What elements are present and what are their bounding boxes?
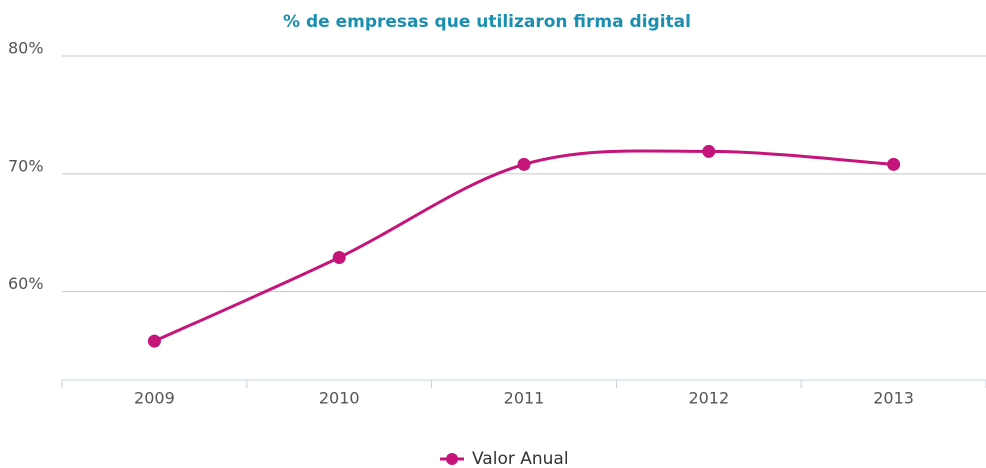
y-tick-label: 80%: [8, 39, 44, 58]
legend-label: Valor Anual: [472, 449, 569, 468]
data-point: [147, 334, 161, 348]
data-point: [517, 157, 531, 171]
series-line: [153, 149, 894, 343]
y-tick-label: 60%: [8, 274, 44, 293]
legend-marker: [446, 453, 458, 465]
x-tick-label: 2011: [504, 389, 545, 408]
data-point: [702, 144, 716, 158]
x-tick-label: 2013: [873, 389, 914, 408]
data-point: [887, 157, 901, 171]
chart-title: % de empresas que utilizaron firma digit…: [283, 12, 691, 32]
x-tick-label: 2009: [134, 389, 175, 408]
y-tick-label: 70%: [8, 156, 44, 175]
x-tick-label: 2012: [688, 389, 729, 408]
data-point: [332, 250, 346, 264]
x-tick-label: 2010: [319, 389, 360, 408]
